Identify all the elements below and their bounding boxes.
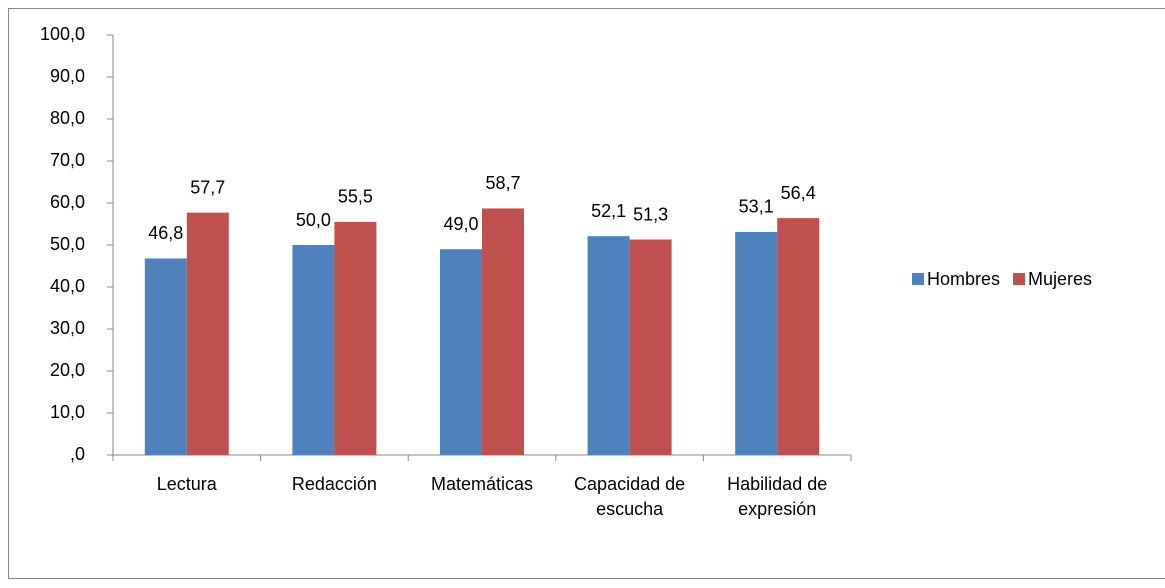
- x-tick-label: Lectura: [157, 474, 218, 494]
- bar: [482, 208, 524, 455]
- bar: [440, 249, 482, 455]
- y-tick-label: 40,0: [50, 276, 85, 296]
- legend-swatch: [1013, 273, 1025, 285]
- bar: [735, 231, 778, 455]
- bar: [292, 245, 335, 455]
- legend-label: Hombres: [927, 269, 1000, 289]
- bar: [186, 212, 229, 455]
- y-tick-label: 70,0: [50, 150, 85, 170]
- y-tick-label: 10,0: [50, 402, 85, 422]
- bar: [629, 239, 672, 455]
- legend-label: Mujeres: [1028, 269, 1092, 289]
- y-tick-label: 20,0: [50, 360, 85, 380]
- bar: [144, 258, 187, 455]
- data-label: 46,8: [148, 223, 183, 243]
- bar: [587, 236, 630, 455]
- data-label: 57,7: [190, 177, 225, 197]
- data-label: 52,1: [591, 201, 626, 221]
- x-tick-label: Matemáticas: [431, 474, 533, 494]
- data-label: 56,4: [781, 183, 816, 203]
- y-tick-label: 100,0: [40, 24, 85, 44]
- y-tick-label: 60,0: [50, 192, 85, 212]
- x-tick-label: Habilidad de expresión: [727, 474, 827, 519]
- y-tick-label: 30,0: [50, 318, 85, 338]
- bar: [777, 218, 820, 455]
- data-label: 58,7: [485, 173, 520, 193]
- legend-swatch: [912, 273, 924, 285]
- x-tick-label: Redacción: [292, 474, 377, 494]
- data-label: 50,0: [296, 210, 331, 230]
- data-label: 53,1: [739, 197, 774, 217]
- bar: [334, 221, 377, 455]
- y-tick-label: 90,0: [50, 66, 85, 86]
- data-label: 55,5: [338, 187, 373, 207]
- data-label: 49,0: [443, 214, 478, 234]
- y-tick-label: 80,0: [50, 108, 85, 128]
- y-tick-label: ,0: [70, 444, 85, 464]
- x-tick-label: Capacidad de escucha: [574, 474, 685, 519]
- data-label: 51,3: [633, 204, 668, 224]
- y-tick-label: 50,0: [50, 234, 85, 254]
